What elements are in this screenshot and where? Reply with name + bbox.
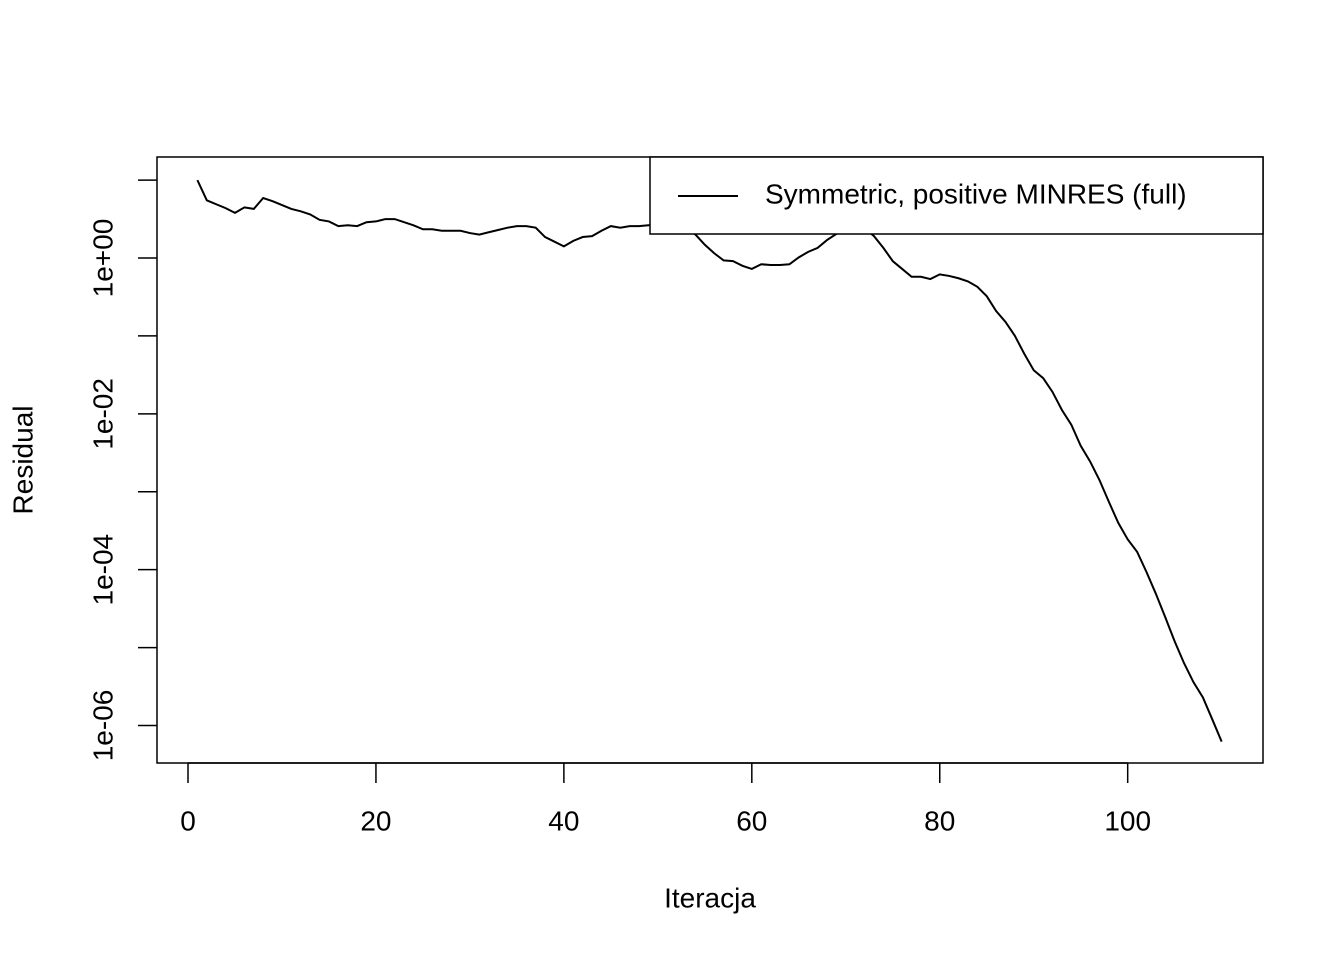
data-line bbox=[196, 179, 1223, 743]
legend-box bbox=[649, 156, 1264, 235]
y-tick-label: 1e-02 bbox=[87, 378, 118, 450]
plot-frame bbox=[156, 156, 1264, 764]
x-tick-label: 0 bbox=[180, 805, 196, 836]
x-tick-label: 60 bbox=[736, 805, 767, 836]
y-tick-label: 1e-04 bbox=[87, 534, 118, 606]
y-tick-label: 1e-06 bbox=[87, 690, 118, 762]
y-tick-label: 1e+00 bbox=[87, 219, 118, 298]
x-tick-label: 20 bbox=[360, 805, 391, 836]
x-tick-label: 100 bbox=[1104, 805, 1151, 836]
x-axis-label: Iteracja bbox=[664, 882, 756, 913]
legend-label: Symmetric, positive MINRES (full) bbox=[765, 178, 1187, 209]
x-tick-label: 80 bbox=[924, 805, 955, 836]
x-tick-label: 40 bbox=[548, 805, 579, 836]
y-axis-label: Residual bbox=[7, 406, 38, 515]
